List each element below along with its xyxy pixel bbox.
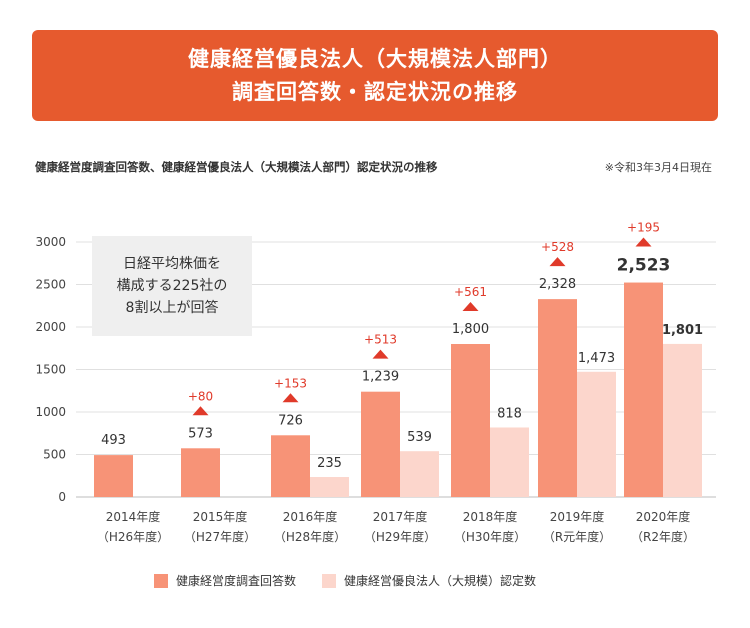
bar-certified xyxy=(490,427,529,497)
data-label-certified: 539 xyxy=(407,430,432,445)
y-tick-label: 1000 xyxy=(35,405,66,419)
data-label-responses: 573 xyxy=(188,426,213,441)
legend-swatch-responses xyxy=(154,573,168,588)
increase-arrow xyxy=(192,406,209,416)
bar-responses xyxy=(624,282,663,497)
y-tick-label: 0 xyxy=(58,490,66,504)
x-tick-sublabel: （R2年度） xyxy=(631,529,695,544)
data-label-responses: 1,800 xyxy=(452,322,489,337)
bar-responses xyxy=(271,435,310,497)
bar-certified xyxy=(577,371,616,497)
x-tick-label: 2018年度 xyxy=(463,509,518,524)
increase-arrow xyxy=(635,237,652,247)
x-tick-sublabel: （H27年度） xyxy=(184,529,256,544)
data-label-responses: 1,239 xyxy=(362,370,399,385)
legend-item-certified: 健康経営優良法人（大規模）認定数 xyxy=(322,572,536,589)
info-callout-line2: 構成する225社の xyxy=(116,278,228,294)
x-tick-sublabel: （H26年度） xyxy=(97,529,169,544)
increase-label: +528 xyxy=(541,240,574,254)
x-tick-sublabel: （H30年度） xyxy=(454,529,526,544)
bar-responses xyxy=(538,299,577,497)
increase-label: +561 xyxy=(454,285,487,299)
legend-label-certified: 健康経営優良法人（大規模）認定数 xyxy=(344,574,537,588)
bar-certified xyxy=(663,343,702,497)
x-tick-label: 2016年度 xyxy=(283,509,338,524)
data-label-responses: 2,328 xyxy=(539,277,576,292)
x-tick-label: 2015年度 xyxy=(193,509,248,524)
y-tick-label: 1500 xyxy=(35,363,66,377)
legend-label-responses: 健康経営度調査回答数 xyxy=(176,574,297,588)
x-tick-label: 2017年度 xyxy=(373,509,428,524)
data-label-certified: 1,473 xyxy=(578,351,615,366)
data-label-responses: 2,523 xyxy=(617,256,671,276)
increase-label: +195 xyxy=(627,221,660,235)
bar-certified xyxy=(400,451,439,497)
x-tick-label: 2019年度 xyxy=(550,509,605,524)
y-tick-label: 2000 xyxy=(35,320,66,334)
x-tick-sublabel: （H29年度） xyxy=(364,529,436,544)
increase-label: +513 xyxy=(364,333,397,347)
banner-title-line2: 調査回答数・認定状況の推移 xyxy=(232,79,518,104)
bar-responses xyxy=(181,448,220,497)
info-callout-line1: 日経平均株価を xyxy=(123,256,221,272)
bar-certified xyxy=(310,477,349,497)
x-tick-sublabel: （H28年度） xyxy=(274,529,346,544)
data-label-responses: 493 xyxy=(101,433,126,448)
bar-responses xyxy=(451,344,490,497)
data-label-responses: 726 xyxy=(278,413,303,428)
chart-legend: 健康経営度調査回答数 健康経営優良法人（大規模）認定数 xyxy=(154,572,562,589)
info-callout-line3: 8割以上が回答 xyxy=(125,300,219,316)
date-note: ※令和3年3月4日現在 xyxy=(604,161,712,174)
chart-subtitle: 健康経営度調査回答数、健康経営優良法人（大規模法人部門）認定状況の推移 xyxy=(35,160,438,174)
legend-item-responses: 健康経営度調査回答数 xyxy=(154,572,296,589)
y-tick-label: 3000 xyxy=(35,235,66,249)
increase-arrow xyxy=(549,257,566,267)
increase-arrow xyxy=(282,393,299,403)
increase-arrow xyxy=(372,349,389,359)
increase-label: +153 xyxy=(274,376,307,390)
x-tick-label: 2020年度 xyxy=(636,509,691,524)
legend-swatch-certified xyxy=(322,573,337,588)
info-callout: 日経平均株価を 構成する225社の 8割以上が回答 xyxy=(92,236,252,336)
y-tick-label: 2500 xyxy=(35,278,66,292)
data-label-certified: 235 xyxy=(317,456,342,471)
data-label-certified: 818 xyxy=(497,406,522,421)
increase-arrow xyxy=(462,302,479,311)
bar-responses xyxy=(361,391,400,497)
increase-label: +80 xyxy=(188,389,213,403)
x-tick-label: 2014年度 xyxy=(106,509,161,524)
y-tick-label: 500 xyxy=(43,448,66,462)
title-banner: 健康経営優良法人（大規模法人部門） 調査回答数・認定状況の推移 xyxy=(32,30,718,121)
x-tick-sublabel: （R元年度） xyxy=(543,529,611,544)
banner-title-line1: 健康経営優良法人（大規模法人部門） xyxy=(188,46,562,71)
bar-responses xyxy=(94,455,133,497)
data-label-certified: 1,801 xyxy=(662,323,703,338)
